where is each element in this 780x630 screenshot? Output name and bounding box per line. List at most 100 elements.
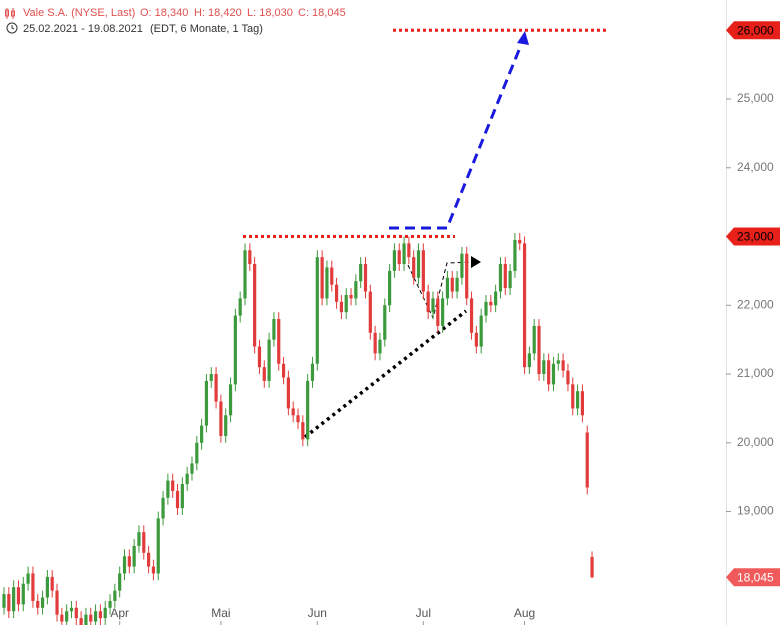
candle-body: [460, 253, 464, 278]
candle-body: [498, 264, 503, 292]
candle-body: [416, 250, 421, 278]
candle-body: [363, 264, 368, 292]
level-flag-label: 23,000: [737, 230, 774, 244]
candle-body: [388, 270, 392, 306]
candle-body: [489, 301, 493, 306]
candle-body: [513, 239, 517, 271]
candle-body: [257, 346, 262, 368]
candle-body: [556, 360, 560, 364]
candle-body: [320, 257, 324, 299]
candle-body: [7, 594, 11, 612]
candle-body: [108, 600, 112, 608]
y-tick-label: 22,000: [737, 297, 774, 311]
candle-body: [378, 339, 382, 354]
candle-body: [494, 291, 498, 306]
candle-body: [16, 587, 21, 605]
header: Vale S.A. (NYSE, Last) O: 18,340 H: 18,4…: [5, 7, 346, 35]
candle-body: [209, 374, 213, 381]
candle-body: [306, 380, 310, 440]
candle-body: [26, 573, 30, 584]
candle-body: [479, 315, 483, 347]
candle-body: [190, 463, 194, 474]
candle-body: [547, 360, 551, 385]
pullback-arrowhead: [471, 256, 481, 268]
candle-body: [248, 250, 252, 265]
candle-body: [325, 267, 329, 299]
candle-body: [330, 267, 334, 285]
candle-body: [233, 315, 237, 385]
candle-body: [84, 614, 88, 625]
candle-body: [441, 298, 445, 326]
candle-body: [402, 243, 406, 265]
candle-body: [60, 614, 64, 622]
candle-body: [118, 573, 122, 591]
candle-body: [580, 391, 584, 416]
candle-body: [407, 243, 411, 258]
x-tick-label: Mai: [211, 606, 230, 620]
candle-body: [267, 339, 271, 381]
candle-body: [45, 576, 49, 598]
candle-body: [344, 294, 348, 313]
date-range: 25.02.2021 - 19.08.2021: [23, 23, 143, 35]
candle-body: [286, 377, 290, 409]
candle-body: [431, 298, 435, 313]
candle-body: [185, 473, 189, 485]
candle-body: [450, 277, 454, 292]
candle-body: [590, 556, 594, 578]
candle-body: [171, 480, 175, 491]
candle-body: [93, 611, 98, 622]
candle-icon: [5, 8, 15, 19]
candle-body: [383, 305, 387, 340]
candle-body: [103, 607, 107, 619]
candle-body: [69, 607, 74, 612]
level-flag: [726, 227, 780, 246]
x-tick-label: Aug: [514, 606, 535, 620]
candle-body: [147, 552, 151, 567]
candle-body: [412, 257, 416, 278]
candle-body: [522, 243, 527, 368]
candle-body: [373, 332, 377, 354]
candle-body: [142, 532, 146, 553]
y-tick-label: 20,000: [737, 435, 774, 449]
candle-body: [219, 401, 223, 436]
level-flag: [726, 21, 780, 40]
candle-body: [166, 480, 170, 498]
candle-body: [262, 367, 266, 381]
candle-body: [392, 250, 397, 271]
candle-body: [175, 490, 180, 509]
target-arrowhead: [517, 31, 529, 45]
candle-body: [537, 325, 541, 375]
candle-body: [354, 281, 358, 299]
candle-body: [542, 360, 546, 375]
candle-body: [74, 607, 78, 619]
chart-title: Vale S.A. (NYSE, Last): [23, 7, 135, 19]
candle-body: [21, 583, 25, 605]
candle-body: [455, 277, 459, 292]
candle-body: [397, 250, 401, 265]
candle-body: [98, 611, 102, 619]
candle-body: [31, 573, 35, 601]
candle-body: [238, 298, 242, 316]
candle-body: [65, 611, 69, 622]
candle-body: [36, 600, 40, 608]
candle-body: [315, 257, 319, 364]
last-price-label: 18,045: [737, 570, 774, 584]
candle-body: [281, 363, 286, 378]
y-tick-label: 21,000: [737, 366, 774, 380]
candle-body: [277, 319, 281, 364]
candle-body: [224, 415, 228, 436]
candle-body: [214, 374, 218, 402]
candle-body: [200, 425, 204, 443]
drawings: [303, 31, 529, 439]
candle-body: [368, 291, 372, 333]
candle-body: [301, 422, 305, 440]
ohlc-low: L: 18,030: [247, 7, 293, 19]
candle-body: [156, 518, 160, 574]
candle-body: [113, 590, 117, 601]
candle-body: [228, 384, 233, 416]
y-tick-label: 25,000: [737, 91, 774, 105]
candle-body: [436, 298, 440, 326]
candle-body: [243, 250, 247, 299]
candle-body: [253, 264, 257, 347]
